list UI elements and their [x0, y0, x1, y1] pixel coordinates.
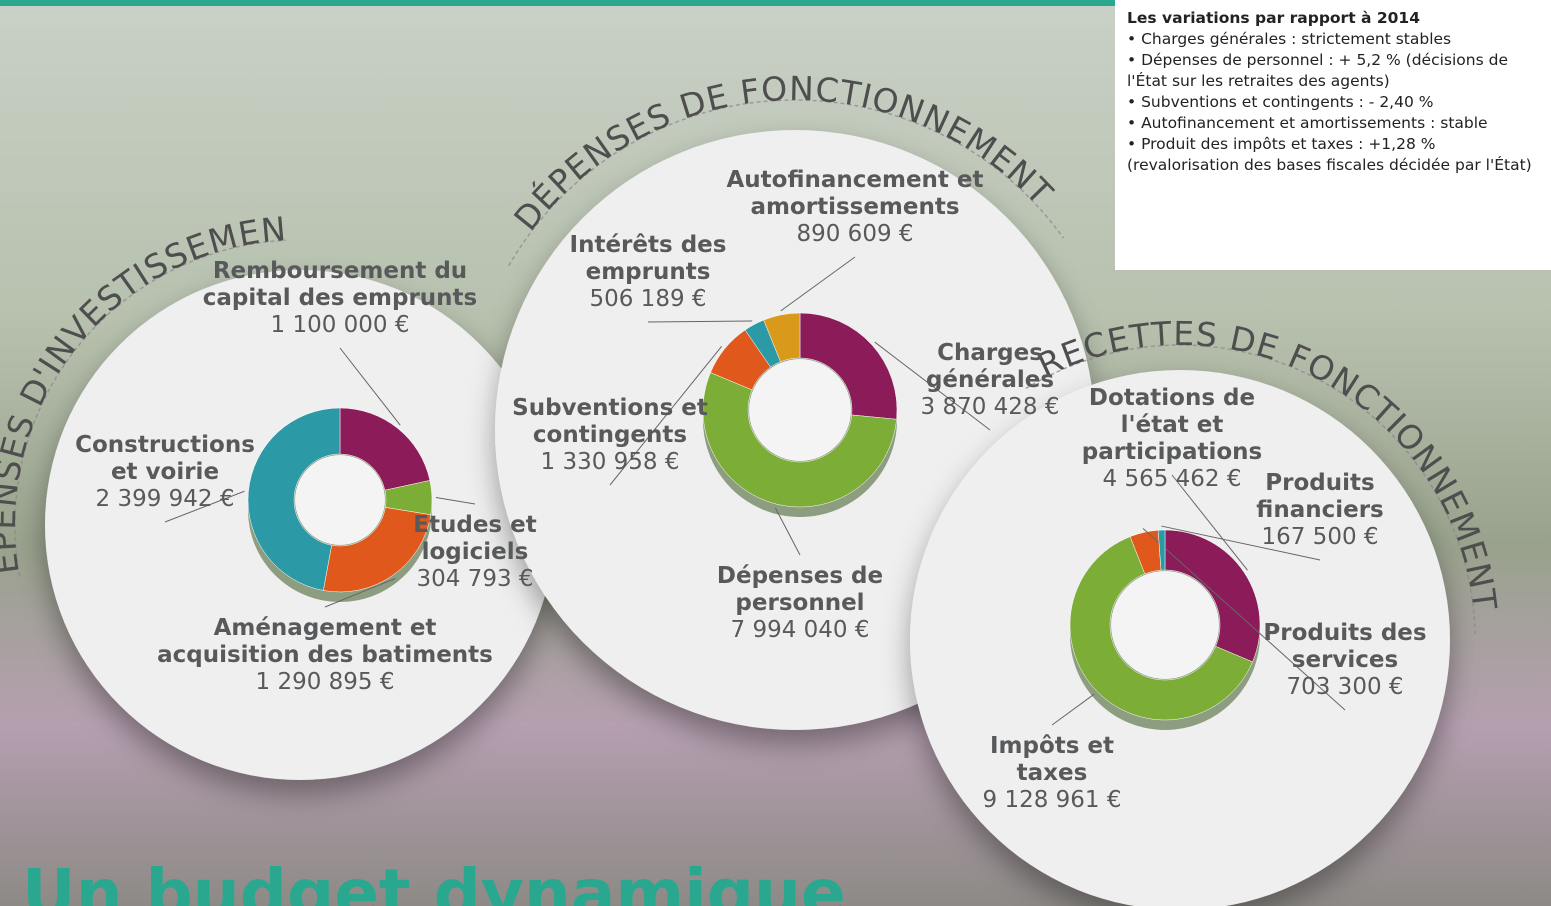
category-label: Produits des services	[1255, 620, 1435, 674]
donut-hole	[295, 455, 385, 545]
note-item: • Dépenses de personnel : + 5,2 % (décis…	[1127, 50, 1545, 92]
note-item: • Subventions et contingents : - 2,40 %	[1127, 92, 1545, 113]
category-label: Autofinancement et amortissements	[720, 167, 990, 221]
value-label: 506 189 €	[558, 286, 738, 313]
value-label: 304 793 €	[410, 566, 540, 593]
category-label: Aménagement et acquisition des batiments	[145, 615, 505, 669]
category-label: Remboursement du capital des emprunts	[180, 258, 500, 312]
category-label: Dotations de l'état et participations	[1062, 385, 1282, 466]
category-label: Produits financiers	[1245, 470, 1395, 524]
category-label: Impôts et taxes	[967, 733, 1137, 787]
value-label: 9 128 961 €	[967, 787, 1137, 814]
infographic: DÉPENSES D'INVESTISSEMENTDÉPENSES DE FON…	[0, 0, 1551, 906]
headline: Un budget dynamique	[22, 855, 846, 906]
value-label: 7 994 040 €	[690, 617, 910, 644]
value-label: 1 100 000 €	[180, 312, 500, 339]
value-label: 167 500 €	[1245, 524, 1395, 551]
segment-label: Aménagement et acquisition des batiments…	[145, 615, 505, 696]
donut-hole	[1111, 571, 1219, 679]
category-label: Etudes et logiciels	[410, 512, 540, 566]
value-label: 1 330 958 €	[510, 449, 710, 476]
value-label: 2 399 942 €	[75, 486, 255, 513]
category-label: Charges générales	[895, 340, 1085, 394]
category-label: Intérêts des emprunts	[558, 232, 738, 286]
donut-hole	[749, 359, 851, 461]
value-label: 890 609 €	[720, 221, 990, 248]
category-label: Constructions et voirie	[75, 432, 255, 486]
category-label: Subventions et contingents	[510, 395, 710, 449]
note-item: • Charges générales : strictement stable…	[1127, 29, 1545, 50]
notes-title: Les variations par rapport à 2014	[1127, 8, 1545, 29]
value-label: 1 290 895 €	[145, 669, 505, 696]
notes-box: Les variations par rapport à 2014 • Char…	[1115, 0, 1551, 270]
note-item: • Produit des impôts et taxes : +1,28 % …	[1127, 134, 1545, 176]
category-label: Dépenses de personnel	[690, 563, 910, 617]
note-item: • Autofinancement et amortissements : st…	[1127, 113, 1545, 134]
value-label: 3 870 428 €	[895, 394, 1085, 421]
value-label: 703 300 €	[1255, 674, 1435, 701]
